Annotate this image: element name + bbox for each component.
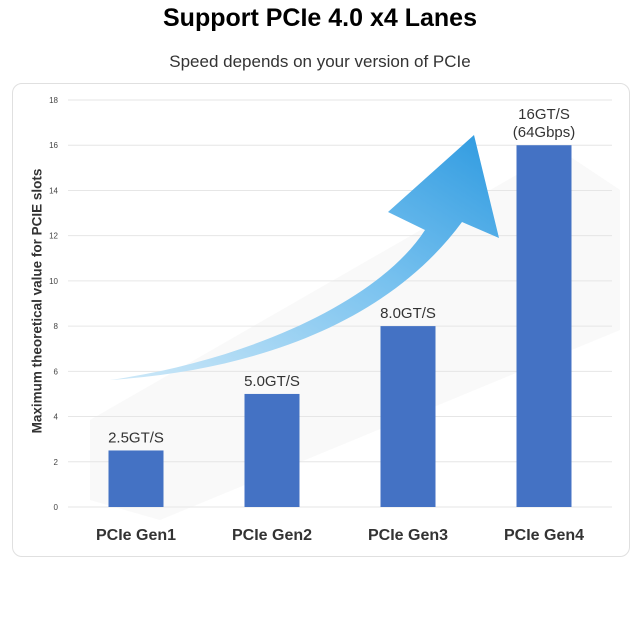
chart-subtitle: Speed depends on your version of PCIe <box>169 52 471 71</box>
y-tick-label: 4 <box>54 413 59 422</box>
y-tick-label: 2 <box>54 458 59 467</box>
y-tick-label: 12 <box>49 232 58 241</box>
data-label: 16GT/S <box>518 106 570 123</box>
y-tick-label: 0 <box>54 503 59 512</box>
data-label: 8.0GT/S <box>380 305 436 322</box>
y-tick-label: 6 <box>54 367 59 376</box>
x-tick-label: PCIe Gen4 <box>504 527 584 544</box>
bar-2 <box>244 393 300 507</box>
background-decoration <box>90 150 620 520</box>
chart-title: Support PCIe 4.0 x4 Lanes <box>163 4 477 32</box>
bar-1 <box>108 450 164 507</box>
y-tick-label: 10 <box>49 277 58 286</box>
background-shape <box>90 150 620 520</box>
x-tick-label: PCIe Gen1 <box>96 527 176 544</box>
bar-3 <box>380 326 436 507</box>
y-tick-label: 18 <box>49 96 58 105</box>
y-tick-label: 8 <box>54 322 59 331</box>
data-label: 2.5GT/S <box>108 429 164 446</box>
x-tick-label: PCIe Gen2 <box>232 527 312 544</box>
data-label: (64Gbps) <box>513 124 576 141</box>
y-tick-label: 14 <box>49 186 58 195</box>
y-tick-label: 16 <box>49 141 58 150</box>
bar-4 <box>516 145 572 507</box>
data-label: 5.0GT/S <box>244 373 300 390</box>
trend-arrow-icon <box>110 135 499 380</box>
x-tick-label: PCIe Gen3 <box>368 527 448 544</box>
y-axis-label: Maximum theoretical value for PCIE slots <box>29 168 45 434</box>
